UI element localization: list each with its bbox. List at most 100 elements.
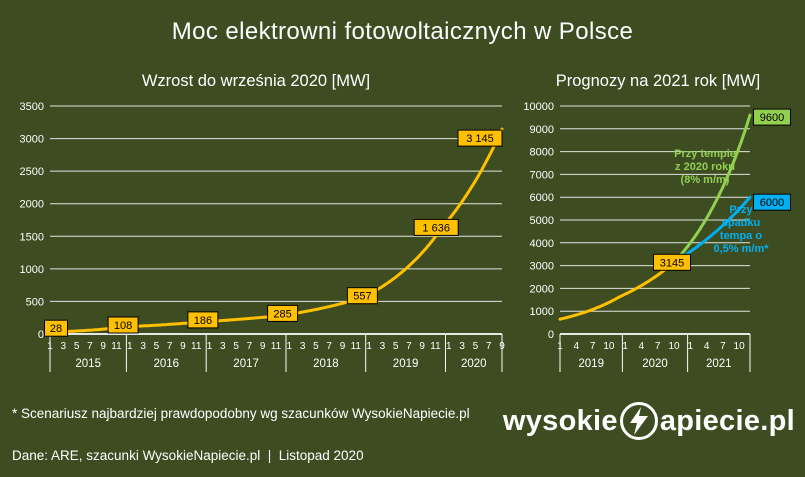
x-axis-tick-label: 5 bbox=[233, 341, 239, 352]
year-label: 2019 bbox=[578, 358, 604, 370]
x-axis-tick-label: 10 bbox=[734, 341, 746, 352]
x-axis-tick-label: 7 bbox=[326, 341, 332, 352]
x-axis-tick-label: 5 bbox=[313, 341, 319, 352]
y-axis-tick-label: 3000 bbox=[530, 261, 554, 273]
year-label: 2020 bbox=[642, 358, 668, 370]
series-line bbox=[558, 260, 676, 321]
x-axis-tick-label: 9 bbox=[419, 341, 425, 352]
value-label-box bbox=[44, 319, 68, 337]
x-axis-tick-label: 9 bbox=[100, 341, 106, 352]
value-label: 3145 bbox=[660, 257, 684, 269]
y-axis-tick-label: 1000 bbox=[20, 264, 44, 276]
y-axis-tick-label: 3000 bbox=[20, 134, 44, 146]
scenario-footnote: * Scenariusz najbardziej prawdopodobny w… bbox=[12, 406, 470, 421]
y-axis-tick-label: 4000 bbox=[530, 238, 554, 250]
value-label-box bbox=[457, 129, 503, 147]
chart-forecast-2021: Prognozy na 2021 rok [MW] 0 1000 2000 3000 4… bbox=[512, 70, 804, 380]
x-axis-tick-label: 11 bbox=[111, 341, 122, 352]
x-axis-tick-label: 10 bbox=[603, 341, 615, 352]
year-label: 2016 bbox=[154, 358, 180, 370]
y-axis-tick-label: 7000 bbox=[530, 169, 554, 181]
y-axis-tick-label: 500 bbox=[26, 296, 44, 308]
x-axis-tick-label: 7 bbox=[720, 341, 726, 352]
year-label: 2017 bbox=[233, 358, 259, 370]
y-axis-tick-label: 1000 bbox=[530, 306, 554, 318]
x-axis-tick-label: 4 bbox=[704, 341, 710, 352]
x-axis-tick-label: 9 bbox=[340, 341, 346, 352]
value-label-box bbox=[753, 193, 791, 211]
y-axis-tick-label: 0 bbox=[548, 329, 554, 341]
y-axis-tick-label: 5000 bbox=[530, 215, 554, 227]
value-label: 1 636 bbox=[422, 222, 450, 234]
x-axis-tick-label: 5 bbox=[473, 341, 479, 352]
x-axis-tick-label: 7 bbox=[590, 341, 596, 352]
annotation-slowdown-pace: Przy spadku tempa o 0,5% m/m* bbox=[713, 204, 769, 255]
y-axis-tick-label: 0 bbox=[38, 329, 44, 341]
value-label-box bbox=[753, 108, 791, 126]
value-label-box bbox=[653, 253, 691, 271]
year-label: 2020 bbox=[461, 358, 487, 370]
value-label: 6000 bbox=[760, 197, 784, 209]
value-label: 186 bbox=[194, 315, 212, 327]
x-axis-tick-label: 4 bbox=[574, 341, 580, 352]
x-axis-tick-label: 11 bbox=[351, 341, 362, 352]
x-axis-tick-label: 9 bbox=[180, 341, 186, 352]
brand-logo: wysokie apiecie.pl bbox=[503, 402, 795, 440]
x-axis-tick-label: 7 bbox=[486, 341, 492, 352]
year-label: 2019 bbox=[393, 358, 419, 370]
lightning-bolt-icon bbox=[619, 402, 658, 440]
chart-growth-to-sep-2020: Wzrost do września 2020 [MW] 0 500 1000 150… bbox=[4, 70, 508, 380]
x-axis-tick-label: 10 bbox=[668, 341, 680, 352]
y-axis-tick-label: 9000 bbox=[530, 124, 554, 136]
annotation-2020-pace: Przy tempie z 2020 roku (8% m/m) bbox=[674, 148, 736, 186]
year-label: 2015 bbox=[75, 358, 101, 370]
value-label: 108 bbox=[114, 320, 132, 332]
x-axis-tick-label: 3 bbox=[380, 341, 386, 352]
x-axis-tick-label: 3 bbox=[220, 341, 226, 352]
y-axis-tick-label: 8000 bbox=[530, 147, 554, 159]
x-axis-tick-label: 7 bbox=[87, 341, 93, 352]
x-axis-tick-label: 1 bbox=[127, 341, 133, 352]
year-label: 2021 bbox=[706, 358, 732, 370]
value-label-box bbox=[107, 316, 139, 334]
right-chart-title: Prognozy na 2021 rok [MW] bbox=[555, 72, 761, 90]
x-axis-tick-label: 3 bbox=[61, 341, 67, 352]
x-axis-tick-label: 1 bbox=[622, 341, 628, 352]
y-axis-tick-label: 2000 bbox=[20, 199, 44, 211]
x-axis-tick-label: 5 bbox=[393, 341, 399, 352]
lightning-bolt-glyph bbox=[629, 407, 648, 435]
page-title: Moc elektrowni fotowoltaicznych w Polsce bbox=[171, 18, 634, 45]
value-label-box bbox=[413, 218, 459, 236]
x-axis-tick-label: 9 bbox=[260, 341, 266, 352]
value-label-box bbox=[187, 311, 219, 329]
right-chart-canvas: 0 1000 2000 3000 4000 5000 6000 7000 8000 9000 100… bbox=[523, 101, 791, 372]
x-axis-tick-label: 11 bbox=[430, 341, 441, 352]
x-axis-tick-label: 1 bbox=[688, 341, 694, 352]
x-axis-tick-label: 1 bbox=[446, 341, 452, 352]
series-line bbox=[672, 113, 752, 264]
x-axis-tick-label: 3 bbox=[300, 341, 306, 352]
y-axis-tick-label: 10000 bbox=[523, 101, 554, 113]
x-axis-tick-label: 3 bbox=[459, 341, 465, 352]
x-axis-tick-label: 7 bbox=[655, 341, 661, 352]
value-label: 9600 bbox=[760, 112, 784, 124]
left-chart-title: Wzrost do września 2020 [MW] bbox=[141, 72, 371, 90]
x-axis-tick-label: 7 bbox=[167, 341, 173, 352]
value-label-box bbox=[267, 304, 299, 322]
value-label: 285 bbox=[273, 308, 291, 320]
y-axis-tick-label: 3500 bbox=[20, 101, 44, 113]
y-axis-tick-label: 1500 bbox=[20, 231, 44, 243]
year-label: 2018 bbox=[313, 358, 339, 370]
y-axis-tick-label: 6000 bbox=[530, 192, 554, 204]
y-axis-tick-label: 2500 bbox=[20, 166, 44, 178]
x-axis-tick-label: 7 bbox=[247, 341, 253, 352]
x-axis-tick-label: 4 bbox=[639, 341, 645, 352]
logo-text-suffix: apiecie.pl bbox=[659, 404, 795, 437]
x-axis-tick-label: 1 bbox=[287, 341, 293, 352]
x-axis-tick-label: 5 bbox=[154, 341, 160, 352]
x-axis-tick-label: 1 bbox=[207, 341, 213, 352]
value-label: 557 bbox=[353, 291, 371, 303]
x-axis-tick-label: 7 bbox=[406, 341, 412, 352]
value-label: 28 bbox=[50, 323, 62, 335]
left-chart-canvas: 0500100015002000250030003500135791113579… bbox=[20, 101, 505, 372]
